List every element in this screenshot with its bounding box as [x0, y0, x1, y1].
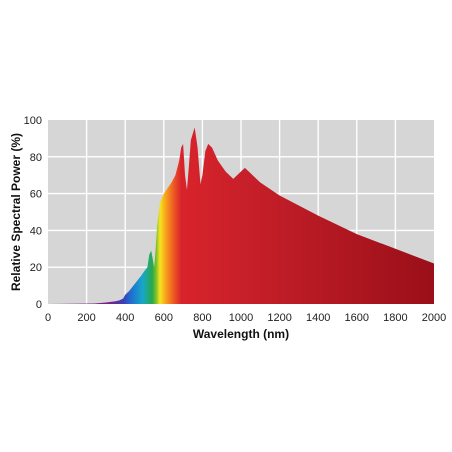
x-tick-label: 2000 [422, 312, 446, 324]
y-axis-ticks: 0 20 40 60 80 100 [24, 115, 42, 311]
y-tick-label: 40 [30, 225, 42, 237]
x-tick-label: 1800 [383, 312, 407, 324]
x-tick-label: 0 [45, 312, 51, 324]
x-tick-label: 1600 [345, 312, 369, 324]
x-axis-ticks: 0 200 400 600 800 1000 1200 1400 1600 1800 2000 [45, 312, 446, 324]
y-tick-label: 20 [30, 262, 42, 274]
x-tick-label: 200 [77, 312, 95, 324]
spectral-power-area [48, 127, 434, 304]
x-tick-label: 800 [193, 312, 211, 324]
x-axis-label: Wavelength (nm) [193, 327, 289, 341]
y-tick-label: 100 [24, 115, 42, 127]
y-tick-label: 80 [30, 152, 42, 164]
x-tick-label: 400 [116, 312, 134, 324]
y-tick-label: 0 [36, 299, 42, 311]
y-tick-label: 60 [30, 189, 42, 201]
x-tick-label: 1200 [267, 312, 291, 324]
x-tick-label: 1000 [229, 312, 253, 324]
x-tick-label: 1400 [306, 312, 330, 324]
y-axis-label: Relative Spectral Power (%) [9, 133, 23, 291]
x-tick-label: 600 [155, 312, 173, 324]
